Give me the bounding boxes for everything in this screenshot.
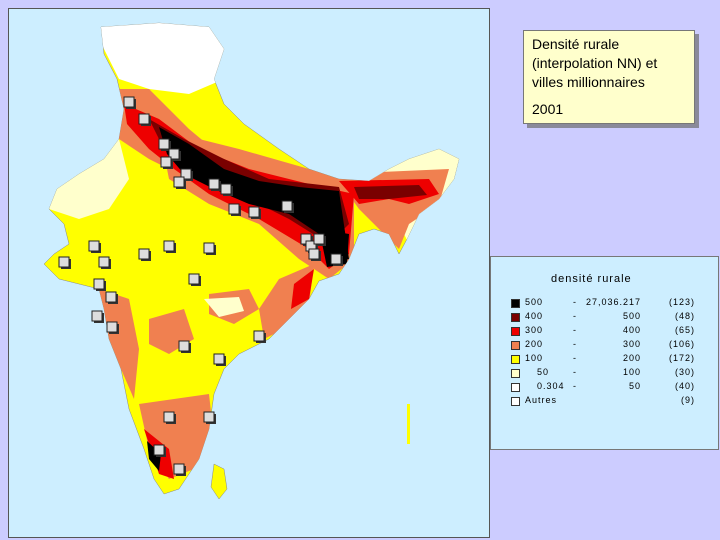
legend-min: 0.304 <box>537 381 565 391</box>
zone-very-low-himalaya <box>89 23 229 94</box>
city-marker <box>188 273 200 285</box>
legend-dash: - <box>573 325 576 335</box>
legend-count: (123) <box>668 297 695 307</box>
city-marker <box>173 463 185 475</box>
legend-swatch <box>511 327 520 336</box>
legend-row-200: 200 - 300 (106) <box>511 339 711 352</box>
city-marker <box>138 113 150 125</box>
city-marker <box>178 340 190 352</box>
city-marker <box>123 96 135 108</box>
legend-row-0304: 0.304 - 50 (40) <box>511 381 711 394</box>
city-markers <box>58 96 343 476</box>
legend-swatch-city <box>511 397 520 406</box>
zone-low-central-patch <box>204 297 244 317</box>
city-marker <box>308 248 320 260</box>
zone-red-east-coast <box>291 269 314 309</box>
legend-max: 50 <box>628 381 641 391</box>
legend-swatch <box>511 369 520 378</box>
legend-count: (48) <box>674 311 695 321</box>
legend-row-500: 500 - 27,036.217 (123) <box>511 297 711 310</box>
legend-max: 200 <box>622 353 641 363</box>
legend-dash: - <box>573 381 576 391</box>
legend-row-300: 300 - 400 (65) <box>511 325 711 338</box>
legend-min: 500 <box>525 297 544 307</box>
legend-max: 300 <box>622 339 641 349</box>
legend-min: 200 <box>525 339 544 349</box>
city-marker <box>281 200 293 212</box>
zone-orange-west-coast <box>99 289 139 399</box>
legend-swatch <box>511 355 520 364</box>
city-marker <box>313 233 325 245</box>
india-density-map <box>43 22 460 500</box>
legend-row-autres: Autres (9) <box>511 395 711 408</box>
legend-dash: - <box>573 311 576 321</box>
city-marker <box>253 330 265 342</box>
city-marker <box>213 353 225 365</box>
legend-other-label: Autres <box>525 395 558 405</box>
legend-swatch <box>511 299 520 308</box>
legend-max: 100 <box>622 367 641 377</box>
title-line-3: villes millionnaires <box>532 74 645 90</box>
city-marker <box>248 206 260 218</box>
zone-black-kerala <box>147 441 161 471</box>
legend-dash: - <box>573 297 576 307</box>
zone-maroon-northeast <box>354 185 427 199</box>
city-marker <box>163 240 175 252</box>
title-box: Densité rurale (interpolation NN) et vil… <box>523 30 695 124</box>
city-marker <box>98 256 110 268</box>
legend-swatch <box>511 341 520 350</box>
legend-count: (106) <box>668 339 695 349</box>
city-marker <box>220 183 232 195</box>
city-marker <box>158 138 170 150</box>
legend-swatch <box>511 383 520 392</box>
legend-min: 300 <box>525 325 544 335</box>
legend-count: (172) <box>668 353 695 363</box>
city-marker <box>138 248 150 260</box>
title-line-1: Densité rurale <box>532 36 620 52</box>
legend-row-400: 400 - 500 (48) <box>511 311 711 324</box>
legend-min: 50 <box>537 367 550 377</box>
legend-min: 100 <box>525 353 544 363</box>
island-dot <box>407 404 410 444</box>
city-marker <box>106 321 118 333</box>
sri-lanka <box>210 463 228 500</box>
legend-max: 400 <box>622 325 641 335</box>
legend-max: 27,036.217 <box>585 297 641 307</box>
legend-dash: - <box>573 339 576 349</box>
legend-dash: - <box>573 367 576 377</box>
city-marker <box>208 178 220 190</box>
city-marker <box>153 444 165 456</box>
city-marker <box>203 242 215 254</box>
zone-black-gangetic <box>159 127 349 264</box>
city-marker <box>160 156 172 168</box>
city-marker <box>168 148 180 160</box>
legend-row-100: 100 - 200 (172) <box>511 353 711 366</box>
city-marker <box>58 256 70 268</box>
city-marker <box>203 411 215 423</box>
city-marker <box>163 411 175 423</box>
legend-count: (40) <box>674 381 695 391</box>
legend-heading: densité rurale <box>551 273 632 285</box>
legend-min: 400 <box>525 311 544 321</box>
city-marker <box>93 278 105 290</box>
map-frame <box>8 8 490 538</box>
city-marker <box>228 203 240 215</box>
legend-count: (65) <box>674 325 695 335</box>
city-marker <box>88 240 100 252</box>
city-marker <box>105 291 117 303</box>
legend-count: (9) <box>681 395 695 405</box>
title-line-2: (interpolation NN) et <box>532 55 658 71</box>
legend-count: (30) <box>674 367 695 377</box>
legend-dash: - <box>573 353 576 363</box>
city-marker <box>173 176 185 188</box>
legend-panel: densité rurale 500 - 27,036.217 (123) 40… <box>490 256 719 450</box>
legend-swatch <box>511 313 520 322</box>
title-year: 2001 <box>532 101 564 117</box>
legend-max: 500 <box>622 311 641 321</box>
legend-row-50: 50 - 100 (30) <box>511 367 711 380</box>
city-marker <box>91 310 103 322</box>
city-marker <box>330 253 342 265</box>
